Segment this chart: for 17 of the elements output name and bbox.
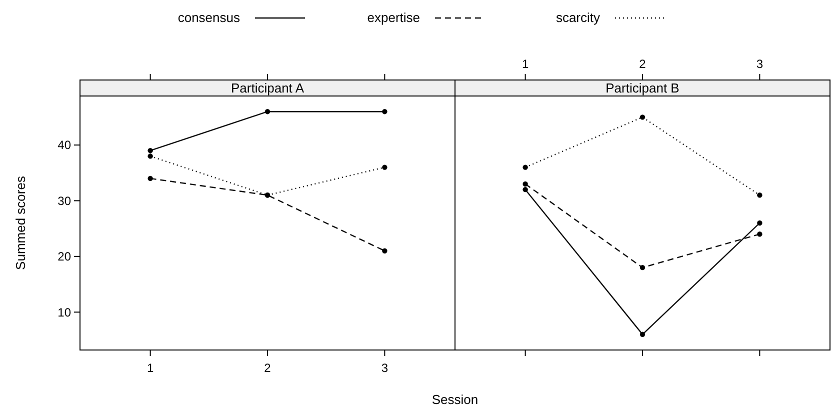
y-tick-label: 20 (58, 250, 72, 264)
x-tick-label: 2 (264, 361, 272, 375)
x-tick-label: 3 (756, 57, 764, 71)
x-tick-label: 3 (381, 361, 388, 375)
x-axis-title: Session (432, 392, 478, 407)
chart-title: Participant A (231, 80, 304, 96)
y-tick-label: 30 (58, 194, 72, 208)
y-tick-label: 10 (58, 305, 72, 320)
legend-label: expertise (367, 10, 420, 25)
y-axis-title: Summed scores (13, 176, 28, 270)
x-tick-label: 2 (639, 57, 646, 71)
chart-title: Participant B (606, 80, 680, 96)
y-tick-label: 40 (58, 138, 72, 152)
x-tick-label: 1 (146, 361, 154, 375)
legend-label: consensus (178, 10, 240, 25)
x-tick-label: 1 (522, 57, 529, 71)
legend-label: scarcity (556, 10, 600, 25)
